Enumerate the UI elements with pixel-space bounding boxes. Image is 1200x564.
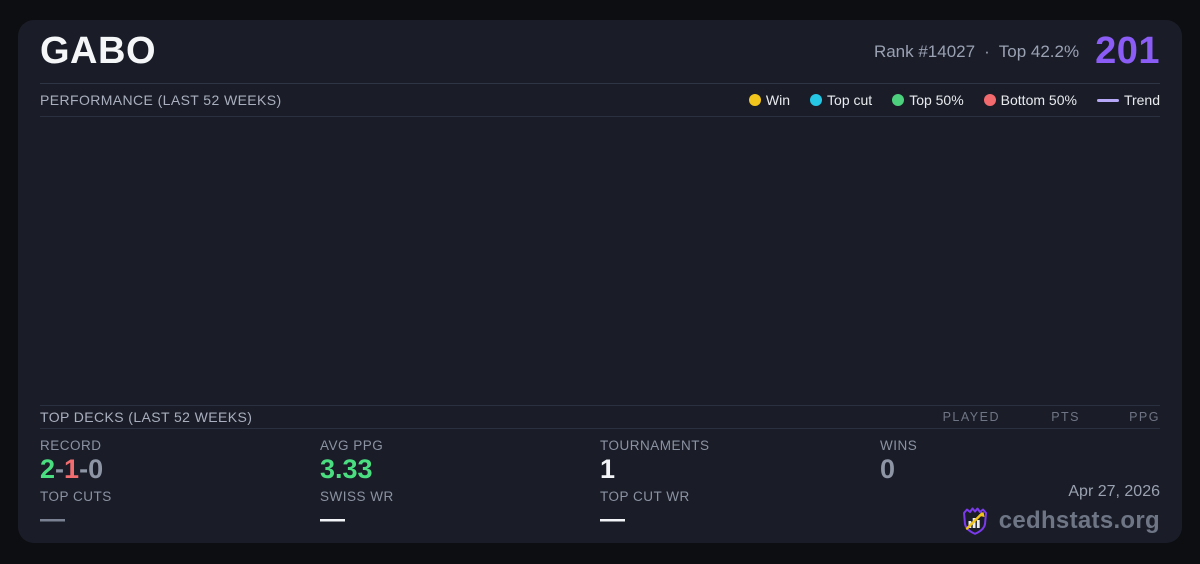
performance-chart: [40, 117, 1160, 405]
wins-value: 0: [880, 454, 896, 484]
record-wins: 2: [40, 454, 56, 484]
top-decks-header-row: TOP DECKS (LAST 52 WEEKS) PLAYED PTS PPG: [40, 405, 1160, 429]
legend-label: Bottom 50%: [1000, 92, 1077, 108]
top-cut-wr-value: —: [600, 505, 625, 534]
stat-column-wins: WINS 0: [880, 438, 1160, 543]
brand-link[interactable]: cedhstats.org: [959, 505, 1160, 537]
column-header-pts: PTS: [1051, 410, 1080, 424]
record-separator: -: [55, 454, 65, 484]
legend-item-bottom-50: Bottom 50%: [983, 92, 1077, 108]
legend-item-trend: Trend: [1096, 92, 1160, 108]
legend-item-top-cut: Top cut: [810, 92, 872, 108]
legend-item-top-50: Top 50%: [892, 92, 964, 108]
rank-separator: ·: [984, 41, 990, 61]
wins-label: WINS: [880, 438, 918, 453]
top-cut-wr-label: TOP CUT WR: [600, 489, 690, 505]
record-losses: 1: [64, 454, 80, 484]
player-stats-card: GABO Rank #14027 · Top 42.2% 201 PERFORM…: [18, 20, 1182, 543]
bottom-50-dot-icon: [983, 94, 996, 106]
legend-label: Top cut: [827, 92, 873, 108]
tournaments-label: TOURNAMENTS: [600, 438, 710, 453]
record-draws: 0: [88, 454, 104, 484]
record-separator: -: [79, 454, 89, 484]
top-cut-dot-icon: [810, 94, 823, 106]
record-value: 2-1-0: [40, 454, 320, 485]
win-dot-icon: [748, 94, 761, 106]
avg-ppg-value: 3.33: [320, 454, 373, 484]
swiss-wr-value: —: [320, 505, 345, 534]
top-decks-column-headers: PLAYED PTS PPG: [920, 410, 1160, 424]
player-name: GABO: [40, 30, 156, 72]
top-50-dot-icon: [892, 94, 905, 106]
chart-legend: Win Top cut Top 50% Bottom 50% Trend: [748, 92, 1160, 108]
legend-label: Trend: [1123, 92, 1160, 108]
top-cuts-label: TOP CUTS: [40, 489, 112, 505]
stat-column-record: RECORD 2-1-0 TOP CUTS —: [40, 438, 320, 543]
header-right: Rank #14027 · Top 42.2% 201: [874, 30, 1160, 73]
stats-grid: RECORD 2-1-0 TOP CUTS — AVG PPG 3.33 SWI…: [40, 429, 1160, 543]
top-decks-section-title: TOP DECKS (LAST 52 WEEKS): [40, 409, 253, 425]
legend-label: Win: [765, 92, 791, 108]
record-label: RECORD: [40, 438, 102, 453]
avg-ppg-label: AVG PPG: [320, 438, 384, 453]
swiss-wr-label: SWISS WR: [320, 489, 394, 505]
footer-brand-block: Apr 27, 2026 cedhstats.org: [959, 483, 1160, 537]
top-percent-label: Top 42.2%: [998, 41, 1080, 61]
column-header-played: PLAYED: [942, 410, 1000, 424]
legend-item-win: Win: [748, 92, 791, 108]
cedhstats-logo-icon: [959, 505, 991, 537]
trend-line-icon: [1096, 98, 1119, 102]
footer-date: Apr 27, 2026: [1068, 483, 1160, 500]
stat-column-avg-ppg: AVG PPG 3.33 SWISS WR —: [320, 438, 600, 543]
card-header: GABO Rank #14027 · Top 42.2% 201: [40, 20, 1160, 84]
brand-name: cedhstats.org: [998, 507, 1160, 534]
top-cuts-value: —: [40, 505, 65, 534]
player-score: 201: [1095, 30, 1160, 72]
rank-line: Rank #14027 · Top 42.2%: [874, 42, 1079, 62]
legend-label: Top 50%: [909, 92, 964, 108]
stat-column-tournaments: TOURNAMENTS 1 TOP CUT WR —: [600, 438, 880, 543]
rank-label: Rank #14027: [873, 41, 976, 61]
tournaments-value: 1: [600, 454, 616, 484]
performance-header-row: PERFORMANCE (LAST 52 WEEKS) Win Top cut …: [40, 84, 1160, 117]
column-header-ppg: PPG: [1129, 410, 1160, 424]
performance-section-title: PERFORMANCE (LAST 52 WEEKS): [40, 92, 282, 108]
